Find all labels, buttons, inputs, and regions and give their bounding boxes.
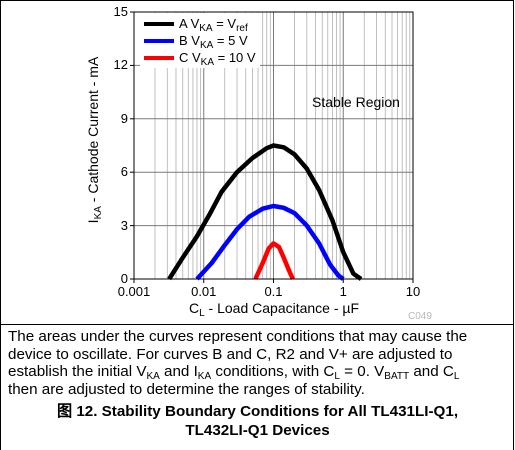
legend-entry-c: C VKA = 10 V [144, 49, 256, 68]
y-tick-label: 6 [120, 164, 128, 180]
y-tick-label: 3 [120, 217, 128, 233]
x-tick-label: 0.01 [191, 284, 217, 299]
y-tick-label: 12 [113, 57, 128, 73]
legend-swatch-a [144, 21, 174, 26]
figure-title: 图 12. Stability Boundary Conditions for … [0, 402, 515, 440]
series-line-a [167, 143, 363, 281]
stable-region-annotation: Stable Region [312, 94, 400, 110]
x-axis-label: CL - Load Capacitance - µF [188, 300, 360, 319]
series-line-b [195, 203, 345, 281]
y-tick-label: 9 [120, 110, 128, 126]
legend-entry-b: B VKA = 5 V [144, 32, 256, 51]
left-border [0, 0, 1, 450]
legend-swatch-c [144, 55, 174, 60]
legend-label-a: A VKA = Vref [179, 15, 248, 34]
series-line-c [253, 241, 295, 280]
figure-title-line-2: TL432LI-Q1 Devices [185, 422, 330, 439]
x-tick-label: 0.001 [117, 284, 151, 299]
legend-swatch-b [144, 38, 174, 43]
x-tick-label: 10 [405, 284, 421, 299]
x-tick-label: 1 [339, 284, 347, 299]
caption-line-1: The areas under the curves represent con… [8, 328, 468, 345]
series-layer [167, 143, 363, 281]
top-border [0, 0, 514, 1]
y-axis-label: IKA - Cathode Current - mA [85, 56, 104, 224]
legend: A VKA = Vref B VKA = 5 V C VKA = 10 V [140, 13, 260, 68]
legend-label-b: B VKA = 5 V [179, 32, 248, 51]
figure-caption: The areas under the curves represent con… [8, 328, 508, 398]
figure-title-line-1: 图 12. Stability Boundary Conditions for … [56, 403, 459, 420]
caption-line-4: then are adjusted to determine the range… [8, 380, 365, 398]
caption-separator [0, 324, 514, 325]
x-tick-label: 0.1 [264, 284, 283, 299]
legend-label-c: C VKA = 10 V [179, 49, 256, 68]
legend-entry-a: A VKA = Vref [144, 15, 256, 34]
plot-border [133, 11, 414, 280]
y-tick-label: 15 [113, 4, 128, 19]
y-tick-label: 0 [120, 271, 128, 286]
right-border [513, 0, 514, 450]
caption-line-3: establish the initial VKA and IKA condit… [8, 363, 460, 382]
caption-line-2: device to oscillate. For curves B and C,… [8, 345, 453, 363]
watermark: C049 [408, 311, 432, 322]
